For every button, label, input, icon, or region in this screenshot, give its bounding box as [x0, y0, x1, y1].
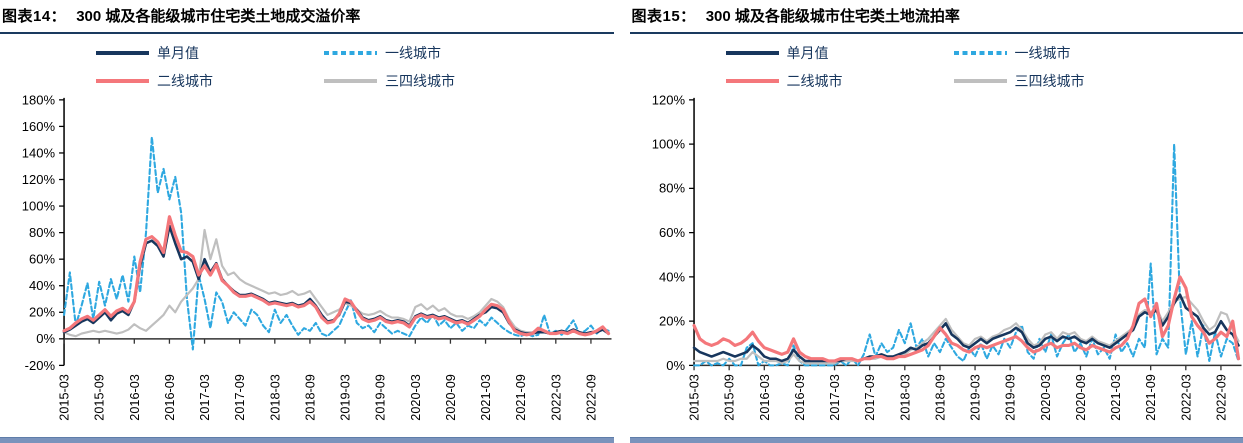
- legend-label: 一线城市: [385, 46, 441, 62]
- svg-text:140%: 140%: [22, 145, 55, 160]
- line-chart: 180%160%140%120%100%80%60%40%20%0%-20%20…: [22, 94, 612, 421]
- legend-label: 单月值: [157, 46, 199, 62]
- svg-text:120%: 120%: [22, 172, 55, 187]
- svg-text:2017-09: 2017-09: [862, 374, 877, 421]
- series-line-一线城市: [63, 135, 610, 350]
- svg-text:2022-09: 2022-09: [1213, 374, 1228, 421]
- svg-text:2022-03: 2022-03: [1178, 374, 1193, 421]
- legend-line-swatch: [953, 79, 1007, 83]
- svg-text:20%: 20%: [29, 304, 55, 319]
- legend-item: 一线城市: [323, 43, 455, 64]
- legend-line-swatch: [953, 51, 1007, 55]
- legend-item: 三四线城市: [953, 71, 1085, 92]
- legend: 单月值 一线城市二线城市 三四线城市: [725, 43, 1243, 92]
- legend-item: 单月值: [95, 43, 213, 64]
- series-line-三四线城市: [62, 228, 610, 337]
- legend-label: 单月值: [786, 46, 829, 62]
- svg-text:2019-03: 2019-03: [337, 374, 352, 421]
- svg-text:2016-09: 2016-09: [162, 374, 177, 421]
- svg-text:2015-09: 2015-09: [721, 374, 736, 421]
- svg-text:2020-09: 2020-09: [443, 374, 458, 421]
- series-line-二线城市: [691, 274, 1240, 363]
- svg-text:0%: 0%: [666, 357, 685, 372]
- svg-text:2021-09: 2021-09: [513, 374, 528, 421]
- svg-text:2021-03: 2021-03: [478, 374, 493, 421]
- svg-text:2020-03: 2020-03: [1037, 374, 1052, 421]
- legend-label: 三四线城市: [1014, 74, 1085, 90]
- svg-text:40%: 40%: [659, 269, 685, 284]
- svg-text:60%: 60%: [659, 225, 685, 240]
- legend-line-swatch: [725, 79, 779, 83]
- svg-text:2016-03: 2016-03: [756, 374, 771, 421]
- svg-text:2018-09: 2018-09: [302, 374, 317, 421]
- legend-item: 一线城市: [953, 43, 1085, 64]
- legend-item: 三四线城市: [323, 71, 455, 92]
- svg-text:160%: 160%: [22, 118, 55, 133]
- svg-text:2019-09: 2019-09: [373, 374, 388, 421]
- svg-text:2020-03: 2020-03: [408, 374, 423, 421]
- svg-text:2019-03: 2019-03: [967, 374, 982, 421]
- figure-panel-14: 图表14： 300 城及各能级城市住宅类土地成交溢价率 单月值 一线城市二线城市 三四…: [0, 0, 614, 443]
- legend-label: 二线城市: [157, 74, 213, 90]
- svg-text:100%: 100%: [651, 136, 684, 151]
- svg-text:2018-03: 2018-03: [897, 374, 912, 421]
- line-chart: 120% 100% 80% 60% 40% 20% 0%2015-03 2015-09 2016…: [651, 94, 1241, 421]
- legend: 单月值 一线城市二线城市 三四线城市: [95, 43, 614, 92]
- legend-item: 二线城市: [95, 71, 213, 92]
- svg-text:2015-03: 2015-03: [56, 374, 71, 421]
- legend-line-swatch: [725, 51, 779, 55]
- legend-label: 二线城市: [786, 74, 843, 90]
- footer-accent-bar: [629, 437, 1243, 443]
- svg-text:0%: 0%: [36, 331, 55, 346]
- svg-text:2020-09: 2020-09: [1072, 374, 1087, 421]
- svg-text:-20%: -20%: [25, 357, 55, 372]
- svg-text:120%: 120%: [651, 94, 684, 107]
- svg-text:2016-09: 2016-09: [791, 374, 806, 421]
- svg-text:2018-03: 2018-03: [267, 374, 282, 421]
- svg-text:2016-03: 2016-03: [127, 374, 142, 421]
- svg-text:2022-09: 2022-09: [583, 374, 598, 421]
- svg-text:2018-09: 2018-09: [932, 374, 947, 421]
- svg-text:2021-09: 2021-09: [1143, 374, 1158, 421]
- chart-title-text: 300 城及各能级城市住宅类土地流拍率: [705, 8, 960, 25]
- legend-item: 二线城市: [725, 71, 843, 92]
- legend-line-swatch: [96, 79, 149, 83]
- svg-text:2017-03: 2017-03: [197, 374, 212, 421]
- svg-text:2022-03: 2022-03: [548, 374, 563, 421]
- svg-text:2015-09: 2015-09: [92, 374, 107, 421]
- figure-panel-15: 图表15： 300 城及各能级城市住宅类土地流拍率 单月值 一线城市二线城市 三四线城…: [629, 0, 1243, 443]
- legend-label: 三四线城市: [385, 74, 455, 90]
- svg-text:100%: 100%: [22, 198, 55, 213]
- svg-text:180%: 180%: [22, 94, 55, 107]
- svg-text:80%: 80%: [659, 180, 685, 195]
- chart-title-prefix: 图表15：: [631, 8, 696, 25]
- svg-text:2017-03: 2017-03: [826, 374, 841, 421]
- chart-title-prefix: 图表14：: [2, 8, 67, 25]
- chart-title: 图表15： 300 城及各能级城市住宅类土地流拍率: [629, 0, 1243, 34]
- legend-item: 单月值: [725, 43, 843, 64]
- svg-text:2015-03: 2015-03: [686, 374, 701, 421]
- svg-text:2019-09: 2019-09: [1002, 374, 1017, 421]
- legend-line-swatch: [96, 51, 149, 55]
- svg-text:2017-09: 2017-09: [232, 374, 247, 421]
- svg-text:20%: 20%: [659, 313, 685, 328]
- series-line-单月值: [692, 292, 1240, 362]
- footer-accent-bar: [0, 437, 614, 443]
- series-line-二线城市: [62, 214, 611, 336]
- svg-text:2021-03: 2021-03: [1107, 374, 1122, 421]
- chart-title-text: 300 城及各能级城市住宅类土地成交溢价率: [76, 8, 361, 25]
- svg-text:40%: 40%: [29, 278, 55, 293]
- chart-title: 图表14： 300 城及各能级城市住宅类土地成交溢价率: [0, 0, 614, 34]
- svg-text:60%: 60%: [29, 251, 55, 266]
- svg-text:80%: 80%: [29, 225, 55, 240]
- legend-line-swatch: [324, 51, 377, 55]
- legend-line-swatch: [324, 79, 377, 83]
- series-line-一线城市: [692, 142, 1240, 366]
- legend-label: 一线城市: [1014, 46, 1071, 62]
